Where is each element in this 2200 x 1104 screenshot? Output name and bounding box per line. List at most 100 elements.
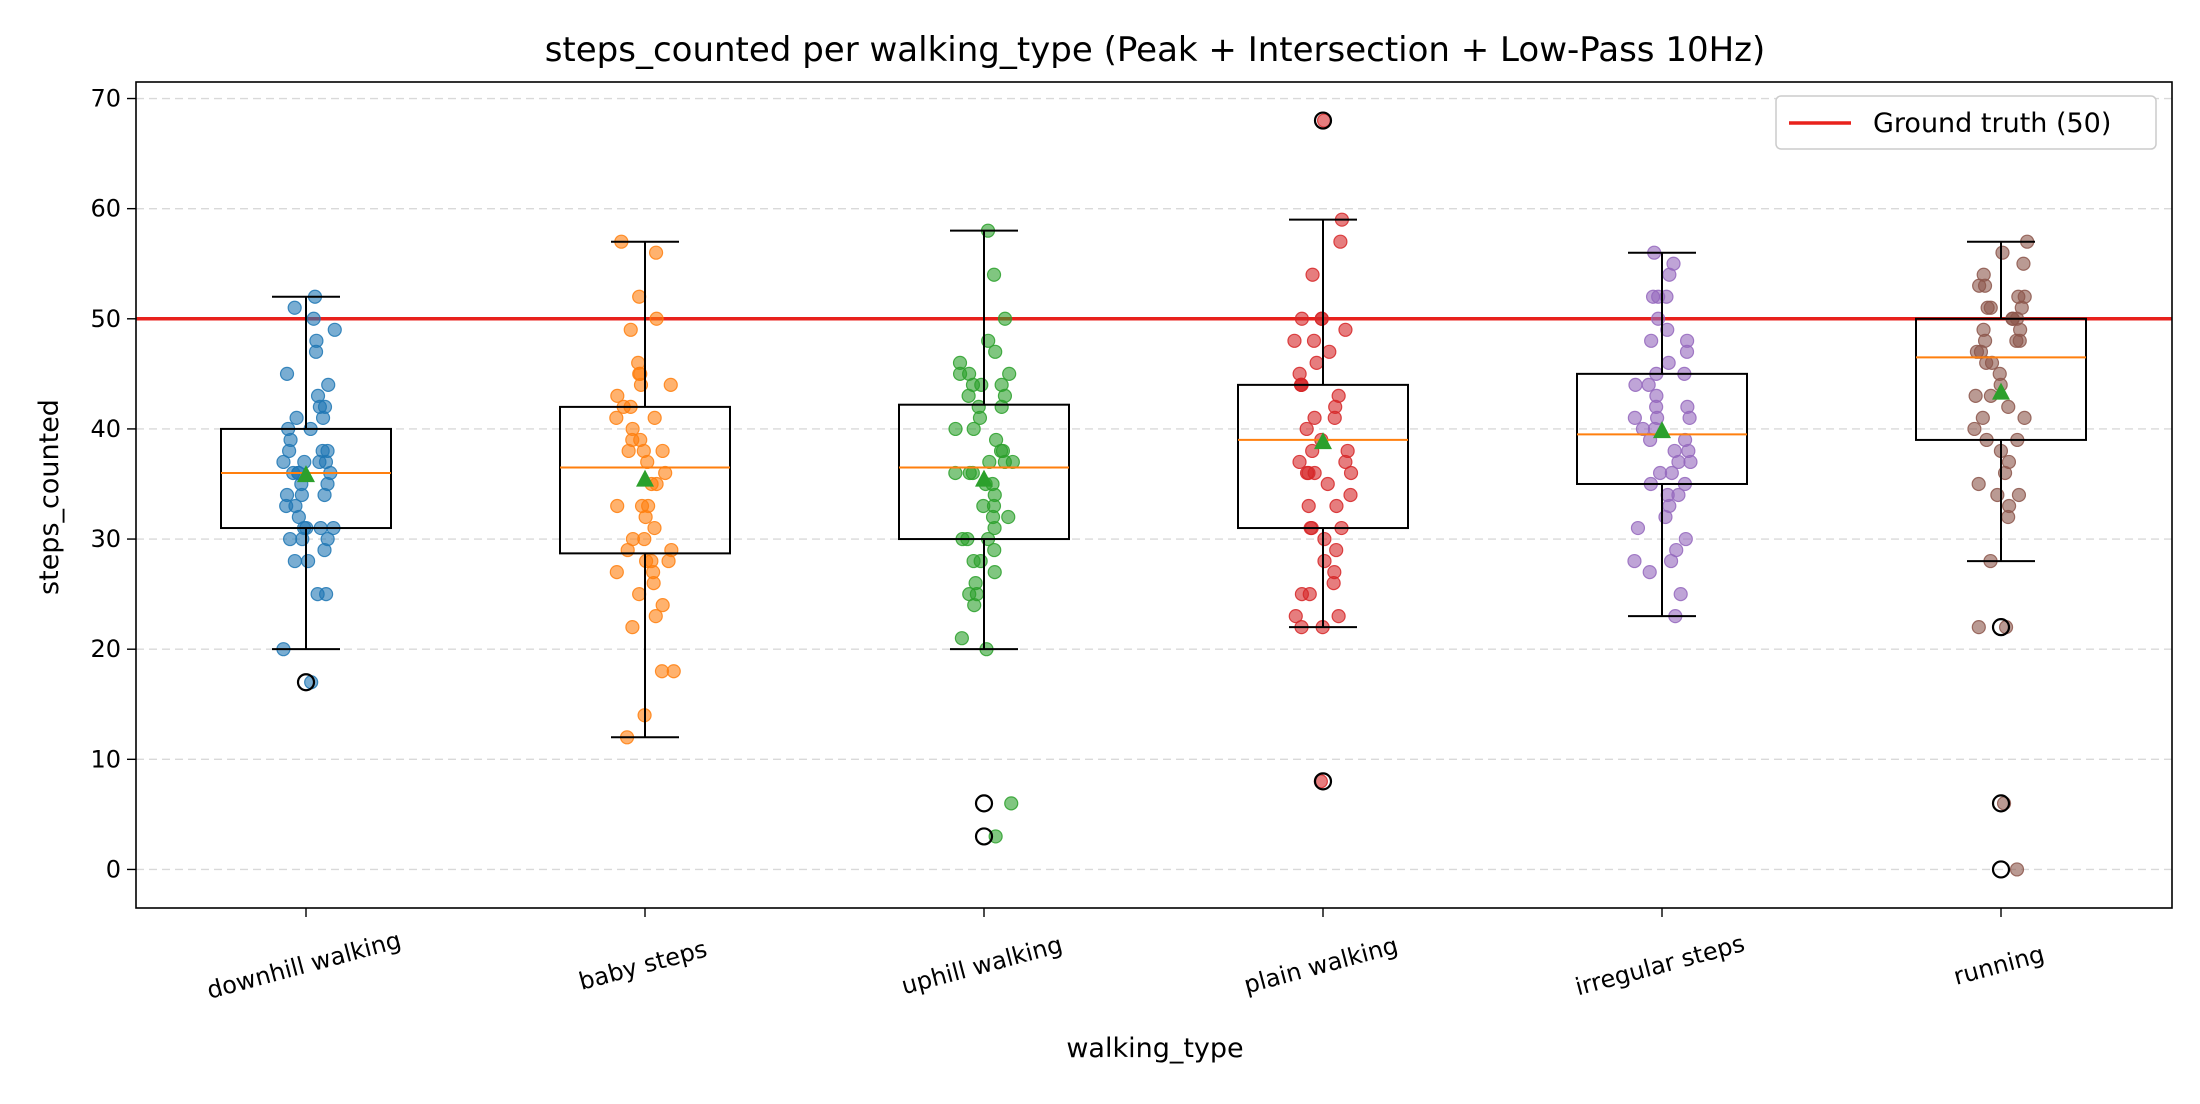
data-point [647, 410, 662, 426]
data-point [1327, 410, 1342, 426]
data-point [966, 421, 981, 437]
data-point [1301, 465, 1316, 481]
data-point [1627, 553, 1642, 569]
data-point [1682, 410, 1697, 426]
data-point [287, 553, 302, 569]
y-axis: 0 10 20 30 40 50 60 70 [90, 85, 136, 883]
data-point [2001, 509, 2016, 525]
data-point [1294, 587, 1310, 602]
data-point [1299, 421, 1314, 437]
data-point [610, 498, 625, 514]
data-point [308, 344, 324, 359]
data-point [1671, 454, 1686, 470]
data-point [666, 664, 681, 679]
data-point [988, 344, 1003, 359]
data-point [1343, 465, 1359, 481]
data-point [648, 245, 664, 260]
data-point [1641, 377, 1656, 392]
data-point [2009, 333, 2024, 348]
data-point [1331, 609, 1346, 624]
outlier-marker [1313, 772, 1333, 791]
legend-frame [1775, 95, 2157, 150]
data-point [1679, 344, 1695, 359]
data-point [997, 311, 1013, 326]
data-point [282, 443, 297, 459]
iqr-box [1915, 317, 2087, 441]
data-point [1317, 531, 1332, 547]
jitter-points [276, 113, 2035, 877]
data-point [1305, 267, 1320, 282]
x-tick-label: baby steps [576, 935, 710, 996]
data-point [1663, 553, 1679, 569]
mean-marker [636, 469, 654, 487]
data-point [1004, 796, 1019, 811]
data-point [1971, 476, 1986, 492]
data-point [1673, 587, 1688, 602]
data-point [294, 487, 309, 503]
data-point [289, 410, 304, 426]
data-point [1662, 267, 1677, 282]
mean-marker [1992, 382, 2010, 400]
data-point [987, 520, 1002, 536]
data-point [1983, 300, 1998, 315]
iqr-box [1237, 383, 1409, 530]
data-point [1664, 465, 1679, 481]
data-point [1998, 620, 2014, 635]
y-tick-label: 0 [106, 855, 121, 883]
data-point [1314, 311, 1329, 326]
data-point [621, 443, 636, 459]
data-point [317, 542, 332, 558]
data-point [1995, 245, 2010, 260]
data-point [1628, 377, 1643, 392]
data-point [1658, 509, 1673, 525]
chart-title: steps_counted per walking_type (Peak + I… [545, 30, 1766, 70]
x-tick-label: uphill walking [898, 930, 1065, 1000]
data-point [321, 377, 336, 392]
data-point [986, 267, 1002, 282]
data-point [994, 399, 1009, 414]
data-point [306, 311, 321, 326]
mean-marker [1314, 432, 1332, 450]
data-point [1642, 564, 1657, 580]
data-point [966, 553, 981, 569]
data-point [1333, 234, 1348, 249]
data-point [1320, 476, 1335, 492]
outlier-marker [296, 673, 316, 692]
data-point [648, 609, 663, 624]
data-point [1002, 366, 1017, 381]
data-point [654, 664, 670, 679]
data-point [623, 322, 638, 337]
data-point [1338, 322, 1353, 337]
data-point [1630, 520, 1646, 536]
data-point [1971, 620, 1986, 635]
data-point [1288, 609, 1303, 624]
data-point [609, 564, 624, 580]
y-tick-label: 30 [90, 525, 121, 553]
plot-frame [135, 81, 2173, 909]
data-point [646, 576, 661, 591]
data-point [1309, 355, 1324, 370]
outlier-marker [1991, 860, 2011, 879]
outlier-marker [1991, 794, 2011, 813]
data-point [632, 289, 647, 304]
data-point [2001, 399, 2016, 414]
x-tick-label: running [1951, 940, 2048, 991]
data-point [610, 388, 625, 403]
data-point [620, 542, 635, 558]
data-point [1292, 454, 1307, 470]
data-point [637, 531, 652, 547]
data-point [2016, 256, 2031, 271]
y-tick-label: 10 [90, 745, 121, 773]
data-point [1627, 410, 1642, 426]
data-point [967, 598, 982, 613]
data-point [649, 311, 664, 326]
y-axis-label: steps_counted [34, 399, 65, 595]
x-tick-label: downhill walking [204, 926, 404, 1005]
data-point [1306, 333, 1322, 348]
data-point [1975, 410, 1990, 426]
data-point [2017, 410, 2032, 426]
data-point [2009, 862, 2025, 877]
data-point [1967, 421, 1982, 437]
data-point [1343, 487, 1358, 503]
data-point [972, 410, 988, 426]
